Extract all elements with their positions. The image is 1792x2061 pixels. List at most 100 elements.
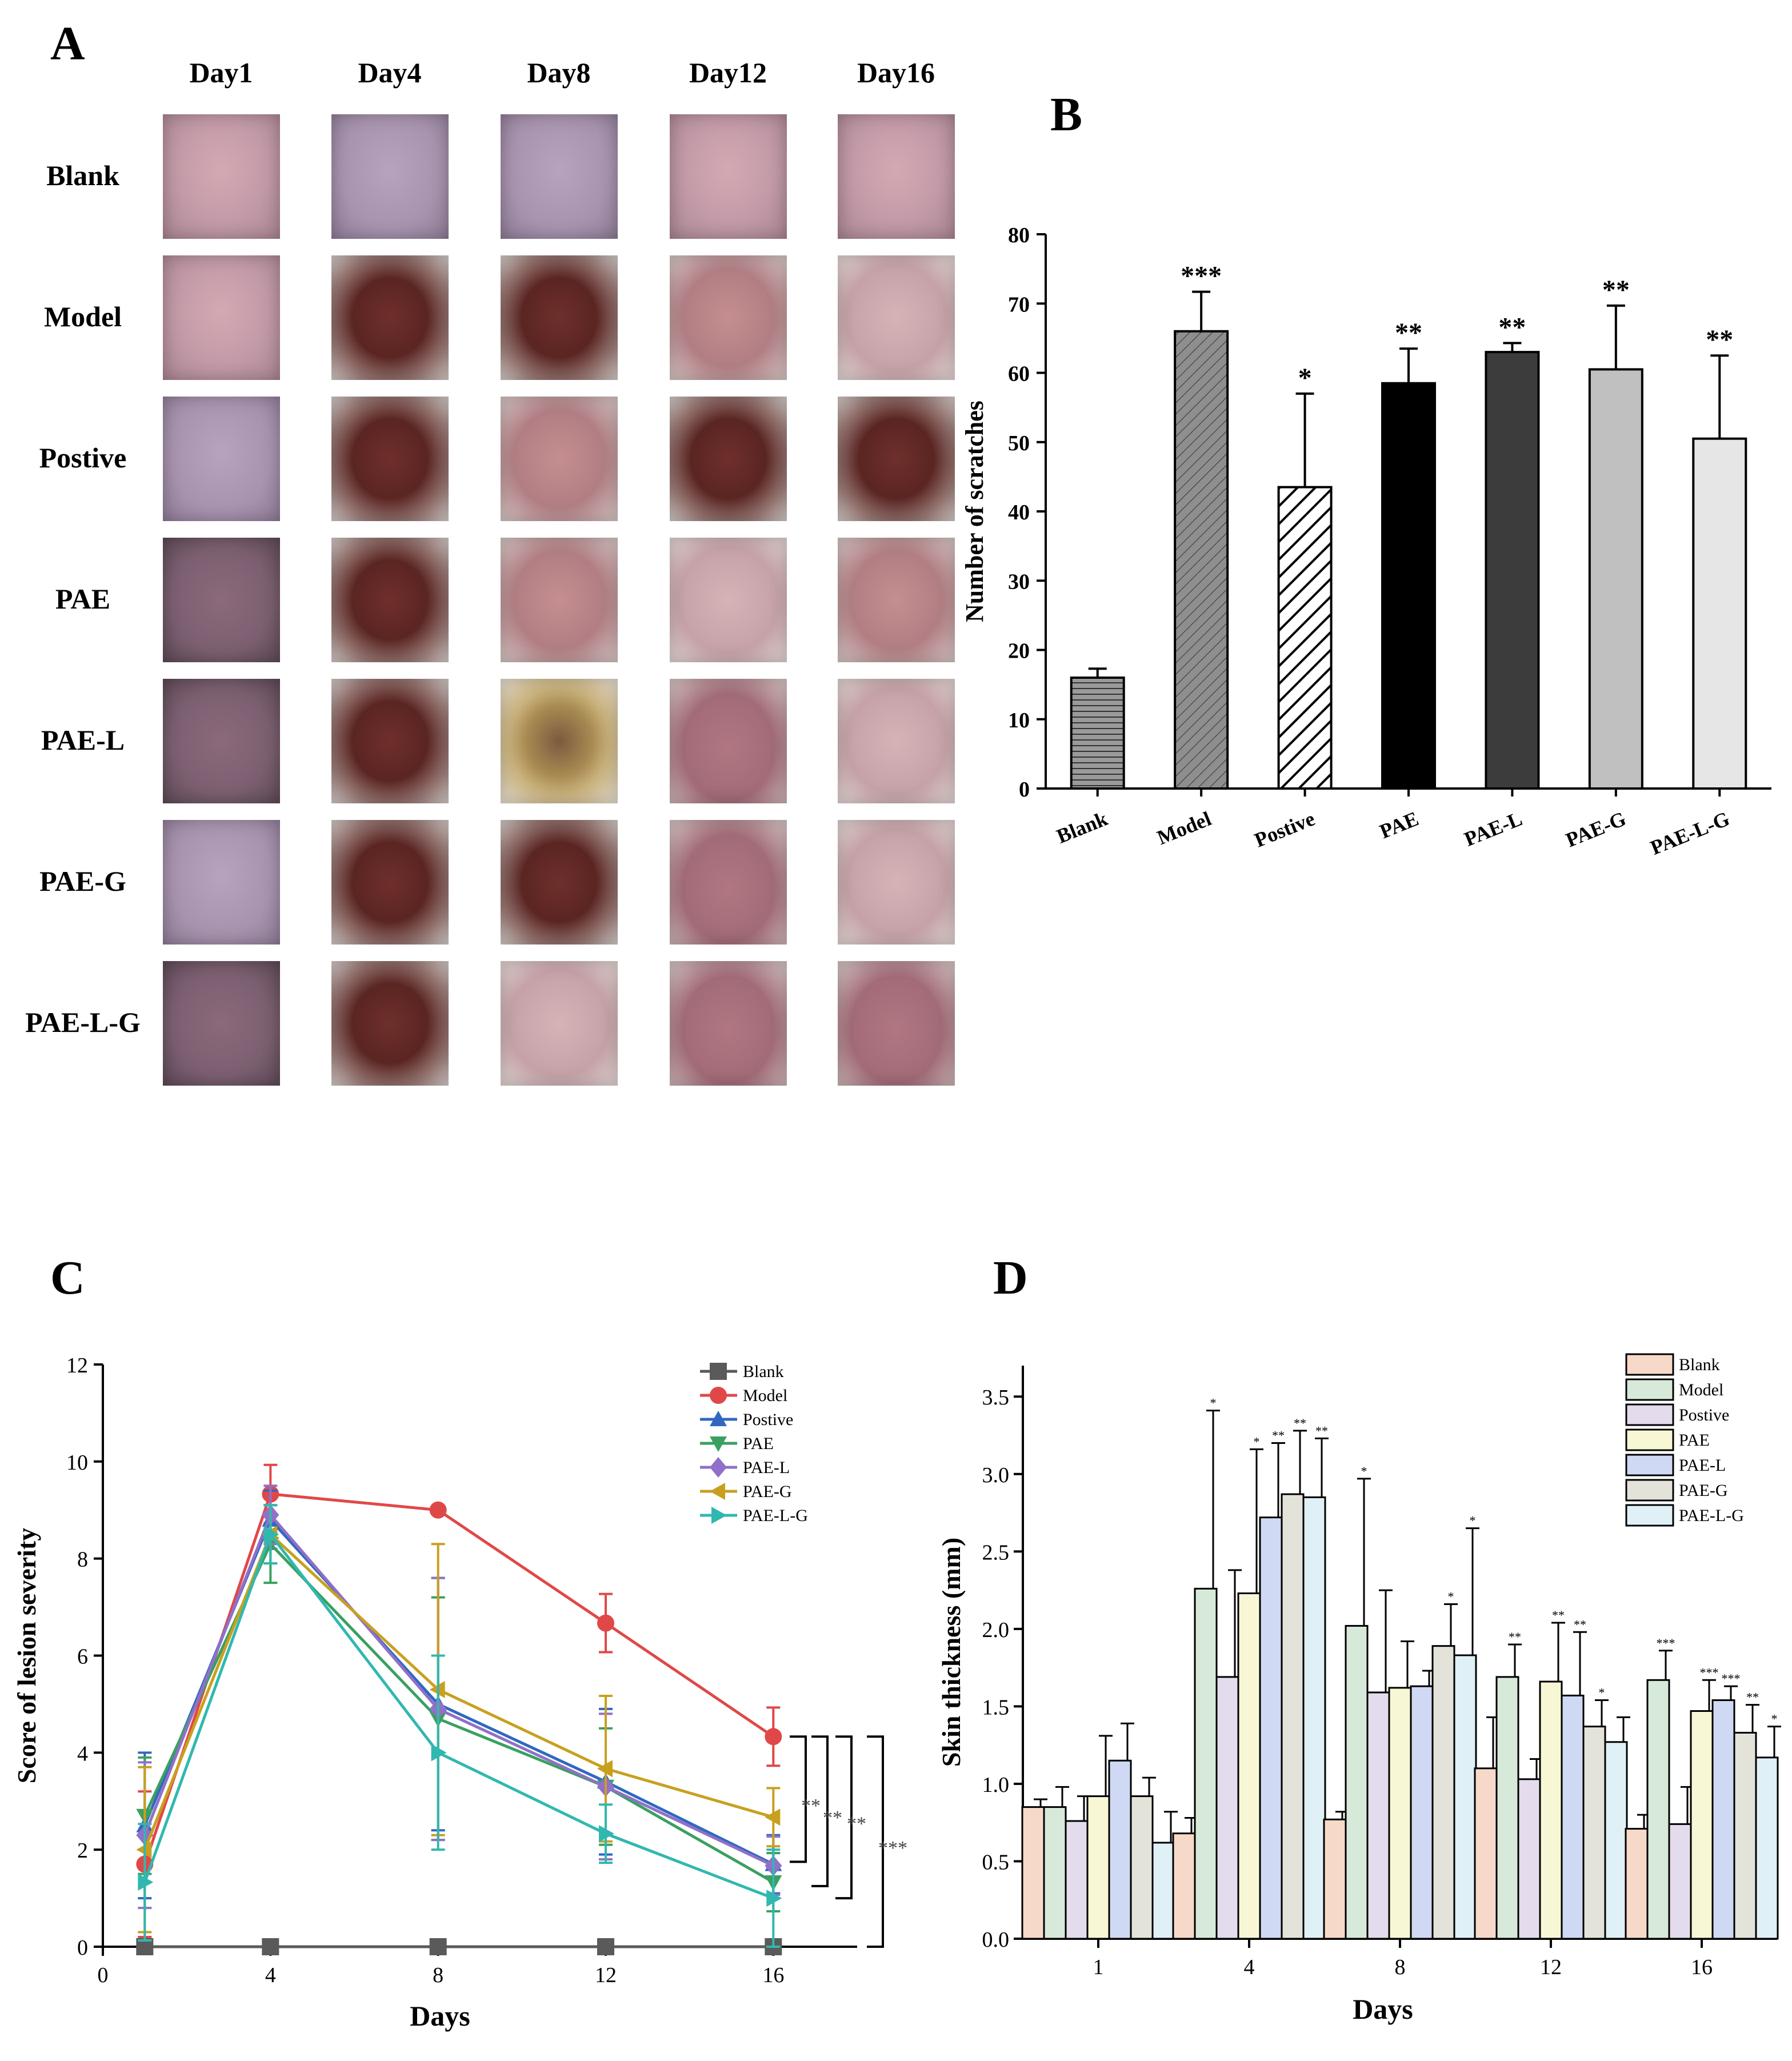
bar-pae-l-g-day-8 xyxy=(1453,1654,1477,1940)
x-tick-label-pae-l: PAE-L xyxy=(1461,807,1526,851)
skin-photo-postive-day16 xyxy=(838,397,955,521)
skin-photo-pae-day16 xyxy=(838,538,955,662)
bar-pae-l-g-day-1 xyxy=(1151,1842,1175,1940)
bracket-line xyxy=(790,1735,807,1863)
point-pae-l-g-day-4 xyxy=(263,1526,279,1543)
x-tick-label-pae-g: PAE-G xyxy=(1563,807,1629,851)
y-tick-label: 8 xyxy=(77,1548,88,1572)
bar-pae-g-day-12 xyxy=(1582,1726,1606,1940)
skin-photo-postive-day1 xyxy=(163,397,280,521)
legend-label-postive: Postive xyxy=(743,1410,793,1429)
significance-pae-g-day-12: * xyxy=(1599,1686,1605,1700)
bracket-label: ** xyxy=(823,1807,842,1828)
bracket-label: ** xyxy=(847,1814,866,1835)
significance-pae-l-g-day-16: * xyxy=(1771,1712,1778,1726)
skin-photo-blank-day1 xyxy=(163,114,280,239)
day-header-day4: Day4 xyxy=(358,57,422,89)
day-header-day12: Day12 xyxy=(689,57,767,89)
legend-label-pae-l-g: PAE-L-G xyxy=(1679,1506,1744,1525)
bracket-label: *** xyxy=(878,1838,907,1859)
y-tick-label: 6 xyxy=(77,1645,88,1669)
y-tick-label: 2.0 xyxy=(982,1618,1010,1642)
group-label-pae-g: PAE-G xyxy=(39,865,126,897)
point-blank-day-4 xyxy=(262,1938,279,1955)
y-axis-title: Skin thickness (mm) xyxy=(937,1538,966,1767)
x-tick-label-model: Model xyxy=(1154,807,1214,849)
significance-bracket-1: ** xyxy=(790,1735,821,1863)
bar-pae-g-day-4 xyxy=(1281,1493,1305,1940)
legend: Blank Model Postive PAE PAE-L PAE-G PAE-L-G xyxy=(700,1362,808,1525)
y-tick-label: 0 xyxy=(77,1936,88,1960)
bar-blank-day-12 xyxy=(1474,1767,1498,1940)
skin-photo-pae-l-g-day12 xyxy=(670,961,787,1086)
skin-photo-pae-g-day12 xyxy=(670,820,787,945)
legend-label-pae-l-g: PAE-L-G xyxy=(743,1506,808,1525)
y-tick-label: 0.0 xyxy=(982,1928,1010,1952)
bar-postive-day-1 xyxy=(1065,1820,1089,1940)
skin-photo-postive-day8 xyxy=(501,397,618,521)
point-model-day-16 xyxy=(765,1728,782,1746)
bar-pae-day-8 xyxy=(1388,1687,1412,1940)
significance-pae-g-day-4: ** xyxy=(1294,1416,1306,1430)
point-model-day-12 xyxy=(597,1614,614,1632)
bar-pae-g-day-1 xyxy=(1130,1795,1154,1940)
bar-model-day-8 xyxy=(1345,1624,1369,1940)
bar-pae-l-g-day-4 xyxy=(1302,1496,1326,1940)
bar-pae xyxy=(1381,382,1436,790)
series-blank xyxy=(136,1938,782,1955)
bracket-line xyxy=(867,1735,884,1948)
bar-blank-day-1 xyxy=(1021,1806,1045,1940)
series-postive xyxy=(136,1489,782,1900)
panel-d-letter: D xyxy=(993,1251,1028,1304)
x-tick-label: 12 xyxy=(595,1963,617,1987)
legend-swatch-pae-l-g xyxy=(1625,1504,1674,1527)
day-header-day1: Day1 xyxy=(189,57,253,89)
y-axis-title: Number of scratches xyxy=(961,401,989,622)
bracket-line xyxy=(811,1735,829,1887)
x-tick-label-day-12: 12 xyxy=(1540,1955,1562,1979)
significance-pae-day-16: *** xyxy=(1700,1665,1719,1679)
x-tick-label: 8 xyxy=(433,1963,443,1987)
series-pae-l-g xyxy=(138,1504,782,1948)
legend-swatch-pae-g xyxy=(1625,1479,1674,1502)
bar-pae-l-day-8 xyxy=(1410,1685,1434,1940)
skin-photo-postive-day12 xyxy=(670,397,787,521)
skin-photo-postive-day4 xyxy=(331,397,449,521)
legend-label-pae-g: PAE-G xyxy=(1679,1481,1728,1500)
skin-photo-pae-l-g-day16 xyxy=(838,961,955,1086)
bar-postive-day-8 xyxy=(1366,1691,1390,1940)
y-tick-label: 80 xyxy=(1008,223,1030,247)
x-axis-title: Days xyxy=(1353,1993,1413,2025)
bar-pae-l xyxy=(1485,351,1540,790)
y-tick-label: 0.5 xyxy=(982,1850,1010,1874)
legend-swatch-postive xyxy=(1625,1403,1674,1426)
x-tick-label-day-4: 4 xyxy=(1244,1955,1255,1979)
legend-label-blank: Blank xyxy=(1679,1355,1720,1374)
significance-model-day-8: * xyxy=(1361,1464,1367,1478)
legend-swatch-pae-l xyxy=(1625,1454,1674,1476)
y-tick-label: 1.0 xyxy=(982,1773,1010,1797)
significance-pae-l-day-4: ** xyxy=(1272,1428,1285,1443)
x-tick-label-postive: Postive xyxy=(1251,807,1318,851)
bar-pae-day-12 xyxy=(1539,1680,1563,1940)
y-tick-label: 70 xyxy=(1008,293,1030,317)
significance-pae-l-day-16: *** xyxy=(1722,1671,1741,1686)
y-tick-label: 0 xyxy=(1019,778,1030,802)
skin-photo-pae-l-day12 xyxy=(670,679,787,803)
y-tick-label: 4 xyxy=(77,1742,88,1766)
series-line-model xyxy=(143,1492,774,1865)
bar-model xyxy=(1174,330,1229,790)
x-tick-label-day-1: 1 xyxy=(1093,1955,1104,1979)
legend-label-pae-l: PAE-L xyxy=(1679,1456,1726,1475)
legend-label-postive: Postive xyxy=(1679,1406,1729,1424)
legend-marker-model xyxy=(710,1387,727,1404)
x-tick-label-day-16: 16 xyxy=(1691,1955,1713,1979)
point-pae-l-g-day-8 xyxy=(431,1744,447,1762)
bar-blank-day-4 xyxy=(1172,1832,1196,1940)
legend-label-pae-g: PAE-G xyxy=(743,1482,792,1501)
bar-pae-g xyxy=(1588,368,1643,790)
bar-model-day-1 xyxy=(1043,1806,1067,1940)
significance-postive: * xyxy=(1298,363,1312,393)
legend-marker-postive xyxy=(710,1411,727,1426)
y-tick-label: 2 xyxy=(77,1839,88,1863)
